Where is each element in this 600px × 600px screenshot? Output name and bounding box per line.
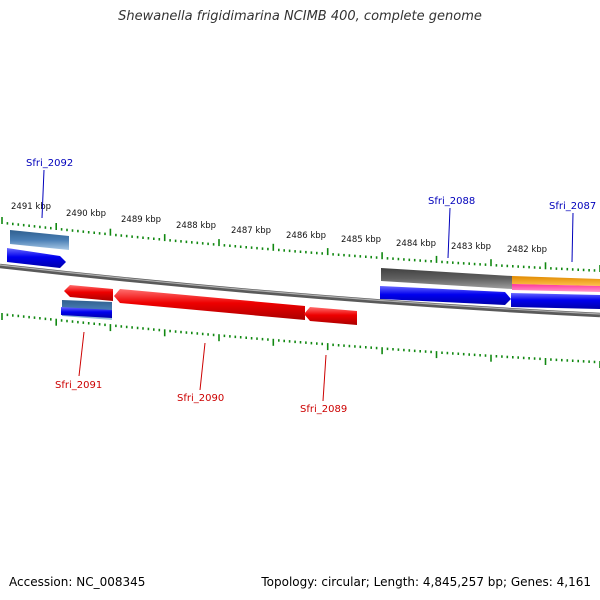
tick-label: 2487 kbp	[231, 226, 271, 236]
gene-sfri-2090[interactable]	[114, 289, 305, 320]
genome-title: Shewanella frigidimarina NCIMB 400, comp…	[118, 9, 482, 24]
gene-label-sfri-2090: Sfri_2090	[177, 393, 224, 404]
tick-label: 2482 kbp	[507, 245, 547, 255]
gene-sfri-2088[interactable]	[380, 286, 511, 305]
leader-line	[41, 169, 45, 219]
tick-label: 2486 kbp	[286, 231, 326, 241]
tick-label: 2484 kbp	[396, 239, 436, 249]
gene-feature-gray[interactable]	[381, 268, 512, 289]
leader-line	[447, 207, 451, 259]
outer-tick-track	[1, 217, 600, 272]
gene-feature-pink[interactable]	[512, 284, 600, 292]
tick-label: 2489 kbp	[121, 215, 161, 225]
tick-label: 2490 kbp	[66, 209, 106, 219]
gene-sfri-2089[interactable]	[304, 307, 357, 325]
gene-label-sfri-2087: Sfri_2087	[549, 201, 596, 212]
leader-line	[78, 331, 85, 377]
leader-line	[199, 342, 206, 391]
tick-labels: 2491 kbp 2490 kbp 2489 kbp 2488 kbp 2487…	[11, 202, 547, 255]
gene-sfri-2091[interactable]	[64, 285, 113, 301]
gene-sfri-2092[interactable]	[7, 248, 66, 268]
gene-sfri-2087[interactable]	[511, 293, 600, 309]
leader-line	[322, 354, 327, 402]
leader-line	[571, 212, 574, 263]
tick-label: 2491 kbp	[11, 202, 51, 212]
tick-label: 2483 kbp	[451, 242, 491, 252]
genome-backbone	[0, 263, 600, 318]
gene-label-sfri-2088: Sfri_2088	[428, 196, 475, 207]
tick-label: 2485 kbp	[341, 235, 381, 245]
genome-backbone-highlight	[0, 264, 600, 315]
gene-sfri-2091-blue-cds[interactable]	[61, 307, 112, 318]
inner-tick-track	[1, 313, 600, 368]
gene-label-sfri-2089: Sfri_2089	[300, 404, 347, 415]
accession-text: Accession: NC_008345	[9, 575, 146, 589]
gene-feature-steelblue[interactable]	[10, 230, 69, 250]
tick-label: 2488 kbp	[176, 221, 216, 231]
genome-summary-text: Topology: circular; Length: 4,845,257 bp…	[261, 575, 591, 589]
gene-feature-orange[interactable]	[512, 276, 600, 286]
gene-label-sfri-2091: Sfri_2091	[55, 380, 102, 391]
gene-label-sfri-2092: Sfri_2092	[26, 158, 73, 169]
